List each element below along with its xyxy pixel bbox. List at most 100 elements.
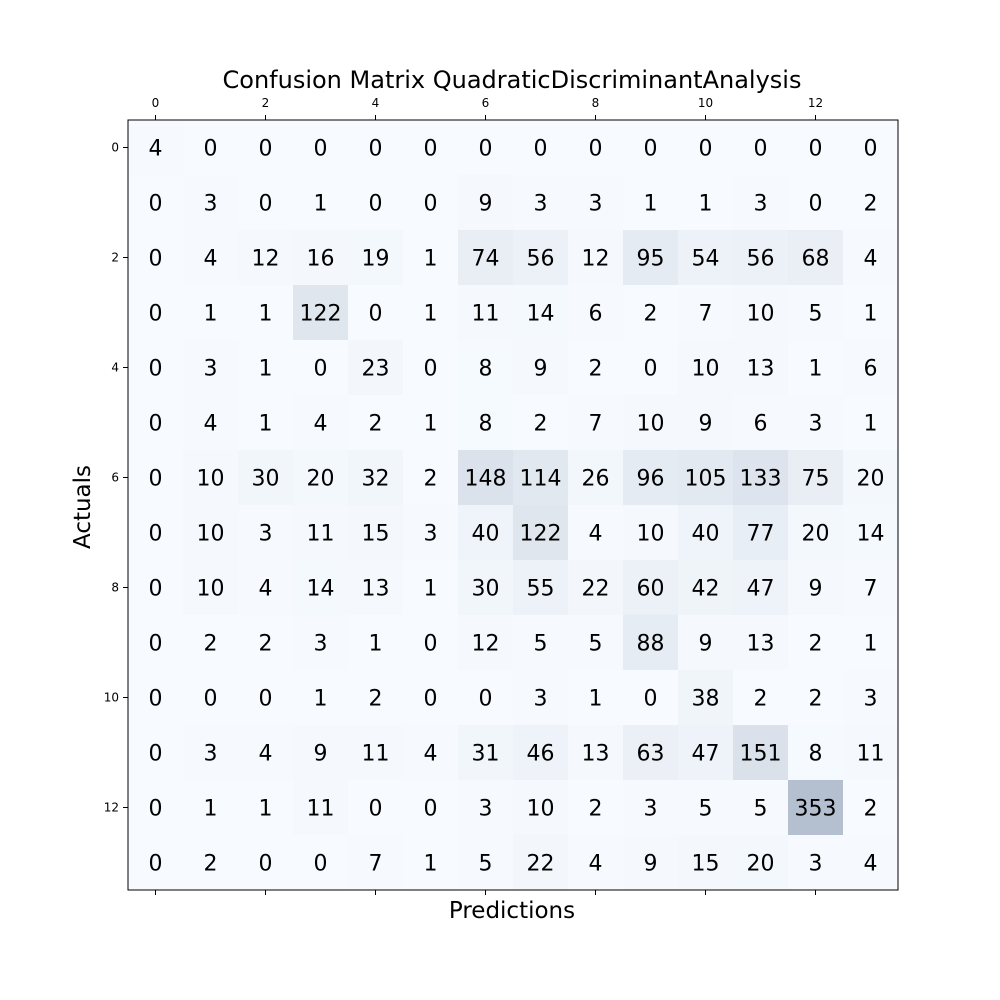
heatmap-cell — [733, 120, 789, 176]
cell-value-label: 11 — [307, 522, 335, 547]
cell-value-label: 0 — [644, 687, 658, 712]
cell-value-label: 0 — [149, 467, 163, 492]
heatmap-cell — [788, 175, 844, 231]
cell-value-label: 2 — [534, 412, 548, 437]
cell-value-label: 13 — [747, 357, 775, 382]
heatmap-cell — [403, 230, 459, 286]
heatmap-cell — [293, 725, 349, 781]
cell-value-label: 42 — [692, 577, 720, 602]
cell-value-label: 75 — [802, 467, 830, 492]
cell-value-label: 10 — [747, 302, 775, 327]
cell-value-label: 9 — [699, 632, 713, 657]
heatmap-cell — [733, 670, 789, 726]
heatmap-cell — [128, 285, 184, 341]
heatmap-cell — [678, 230, 734, 286]
heatmap-cell — [183, 670, 239, 726]
heatmap-cell — [623, 450, 679, 506]
heatmap-cell — [183, 505, 239, 561]
cell-value-label: 1 — [259, 412, 273, 437]
heatmap-cell — [733, 725, 789, 781]
heatmap-cell — [623, 395, 679, 451]
cell-value-label: 114 — [520, 467, 562, 492]
cell-value-label: 14 — [307, 577, 335, 602]
heatmap-cell — [238, 560, 294, 616]
heatmap-cell — [843, 175, 899, 231]
heatmap-cell — [568, 560, 624, 616]
cell-value-label: 0 — [424, 137, 438, 162]
cell-value-label: 22 — [527, 852, 555, 877]
heatmap-cell — [293, 780, 349, 836]
cell-value-label: 96 — [637, 467, 665, 492]
cell-value-label: 0 — [864, 137, 878, 162]
heatmap-cell — [513, 340, 569, 396]
heatmap-cell — [568, 175, 624, 231]
heatmap-cell — [403, 835, 459, 891]
cell-value-label: 353 — [795, 797, 837, 822]
heatmap-cell — [733, 505, 789, 561]
cell-value-label: 2 — [204, 632, 218, 657]
plot-frame — [127, 119, 899, 891]
cell-value-label: 1 — [424, 412, 438, 437]
heatmap-cell — [458, 725, 514, 781]
heatmap-cell — [733, 230, 789, 286]
heatmap-cell — [458, 120, 514, 176]
cell-value-label: 0 — [149, 797, 163, 822]
y-axis-ticks: 0 2 4 6 8 10 12 — [104, 141, 128, 815]
heatmap-cell — [293, 670, 349, 726]
heatmap-cell — [348, 450, 404, 506]
cell-value-label: 5 — [589, 632, 603, 657]
cell-value-label: 9 — [479, 192, 493, 217]
heatmap-cell — [623, 560, 679, 616]
heatmap-cell — [788, 230, 844, 286]
x-tick-label: 6 — [482, 96, 490, 110]
cell-value-label: 74 — [472, 247, 500, 272]
heatmap-cell — [513, 175, 569, 231]
cell-value-label: 6 — [589, 302, 603, 327]
cell-value-label: 4 — [864, 247, 878, 272]
heatmap-cell — [788, 505, 844, 561]
cell-value-label: 4 — [864, 852, 878, 877]
heatmap-cell — [348, 340, 404, 396]
heatmap-cell — [128, 120, 184, 176]
heatmap-cell — [733, 615, 789, 671]
cell-value-label: 10 — [637, 412, 665, 437]
heatmap-cell — [238, 230, 294, 286]
cell-value-label: 11 — [307, 797, 335, 822]
heatmap-cell — [183, 835, 239, 891]
cell-value-label: 2 — [424, 467, 438, 492]
cell-value-label: 1 — [424, 577, 438, 602]
y-tick-label: 0 — [111, 141, 119, 155]
cell-value-label: 0 — [149, 687, 163, 712]
heatmap-cell — [238, 285, 294, 341]
cell-value-label: 26 — [582, 467, 610, 492]
cell-value-label: 4 — [589, 522, 603, 547]
cell-value-label: 0 — [424, 687, 438, 712]
heatmap-cell — [623, 835, 679, 891]
heatmap-cell — [348, 835, 404, 891]
heatmap-cell — [128, 505, 184, 561]
cell-value-label: 148 — [465, 467, 507, 492]
heatmap-cell — [843, 835, 899, 891]
cell-value-label: 63 — [637, 742, 665, 767]
cell-value-label: 19 — [362, 247, 390, 272]
cell-value-label: 0 — [314, 852, 328, 877]
heatmap-cell — [128, 340, 184, 396]
cell-value-label: 13 — [582, 742, 610, 767]
cell-value-label: 3 — [754, 192, 768, 217]
heatmap-cell — [788, 450, 844, 506]
cell-value-label: 0 — [589, 137, 603, 162]
heatmap-cell — [678, 560, 734, 616]
cell-value-label: 4 — [589, 852, 603, 877]
heatmap-cell — [733, 560, 789, 616]
cell-value-label: 30 — [252, 467, 280, 492]
heatmap-cell — [183, 340, 239, 396]
cell-value-label: 2 — [589, 357, 603, 382]
heatmap-cell — [733, 835, 789, 891]
cell-value-label: 0 — [149, 192, 163, 217]
heatmap-cell — [293, 285, 349, 341]
heatmap-cell — [513, 120, 569, 176]
heatmap-cell — [513, 725, 569, 781]
x-axis-top-ticks: 0 2 4 6 8 10 12 — [152, 96, 823, 120]
heatmap-cell — [568, 285, 624, 341]
cell-value-label: 5 — [699, 797, 713, 822]
